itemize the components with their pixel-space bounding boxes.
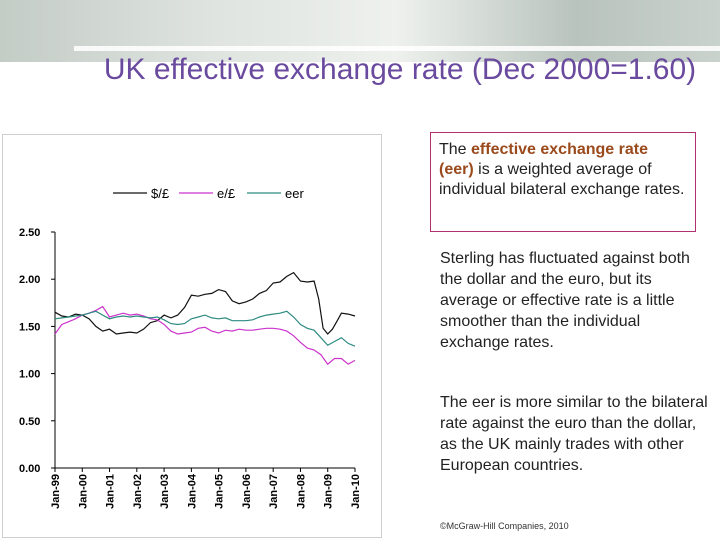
slide-title: UK effective exchange rate (Dec 2000=1.6…	[103, 53, 697, 86]
y-tick-label: 0.00	[19, 463, 40, 475]
legend-label: e/£	[217, 186, 236, 201]
y-tick-label: 1.50	[19, 321, 40, 333]
y-tick-label: 1.00	[19, 369, 40, 381]
x-tick-label: Jan-06	[241, 474, 253, 509]
y-tick-label: 2.00	[19, 274, 40, 286]
x-tick-label: Jan-04	[186, 473, 198, 509]
legend-label: eer	[285, 186, 304, 201]
header-banner	[0, 0, 720, 62]
x-tick-label: Jan-10	[350, 474, 362, 509]
exchange-rate-chart: 0.00 0.50 1.00 1.50 2.00 2.50 Jan-99 Jan-00 Jan-…	[19, 186, 362, 509]
paragraph-fluctuation: Sterling has fluctuated against both the…	[440, 250, 690, 351]
header-stripe	[74, 46, 720, 51]
series-line-	[54, 271, 356, 335]
legend-label: $/£	[151, 186, 170, 201]
x-tick-label: Jan-02	[132, 474, 144, 509]
x-tick-label: Jan-08	[295, 474, 307, 509]
definition-highlight: effective exchange rate (eer)	[439, 141, 648, 178]
definition-box: The effective exchange rate (eer) is a w…	[430, 132, 696, 232]
series-line-e	[54, 305, 356, 366]
x-tick-label: Jan-09	[323, 474, 335, 509]
definition-post: is a weighted average of individual bila…	[439, 161, 685, 198]
x-tick-label: Jan-99	[50, 474, 62, 509]
y-tick-label: 0.50	[19, 416, 40, 428]
x-tick-label: Jan-00	[77, 474, 89, 509]
x-tick-label: Jan-01	[105, 474, 117, 509]
chart-panel: 0.00 0.50 1.00 1.50 2.00 2.50 Jan-99 Jan-00 Jan-…	[2, 134, 382, 538]
x-tick-label: Jan-03	[159, 474, 171, 509]
x-tick-label: Jan-07	[268, 474, 280, 509]
x-tick-label: Jan-05	[214, 474, 226, 509]
definition-pre: The	[439, 141, 472, 158]
paragraph-eer-similarity: The eer is more similar to the bilateral…	[440, 394, 708, 474]
y-tick-label: 2.50	[19, 227, 40, 239]
series-line-eer	[54, 310, 356, 347]
copyright-footer: ©McGraw-Hill Companies, 2010	[440, 521, 569, 531]
